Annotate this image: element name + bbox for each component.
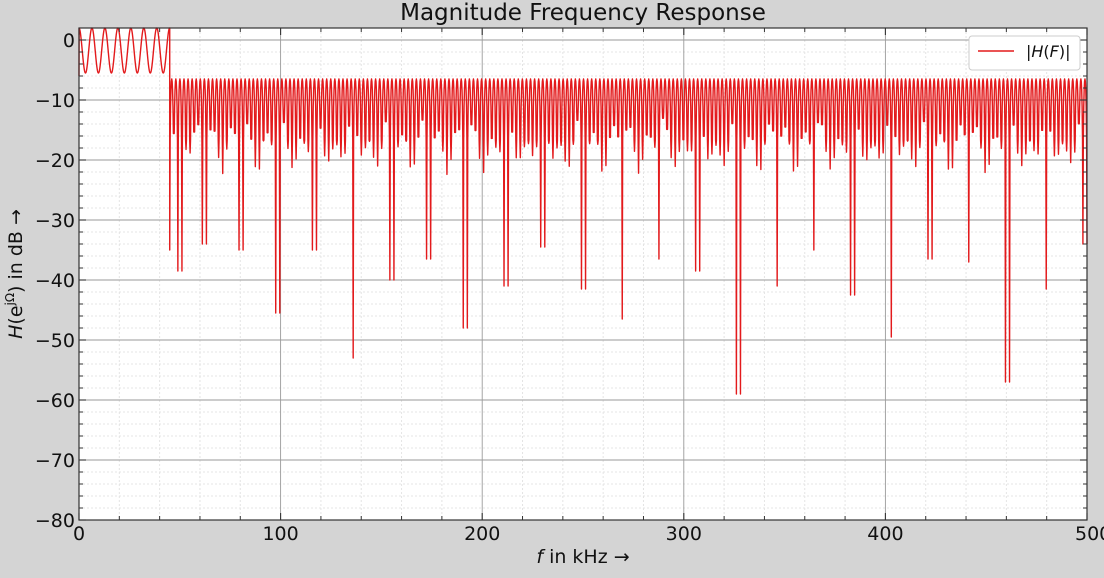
y-axis-superscript: jΩ xyxy=(3,293,17,307)
y-tick-label: −70 xyxy=(35,450,75,472)
x-tick-label: 200 xyxy=(464,523,500,545)
y-axis-label-open: (e xyxy=(5,305,27,324)
x-tick-label: 400 xyxy=(867,523,903,545)
x-axis-variable: f xyxy=(536,546,546,568)
chart-title: Magnitude Frequency Response xyxy=(400,0,766,26)
series-layer xyxy=(78,27,1088,395)
y-tick-label: −80 xyxy=(35,510,75,532)
plot-frame xyxy=(78,27,1088,521)
legend: |H(F)| xyxy=(968,35,1081,71)
y-tick-labels: 0 −10 −20 −30 −40 −50 −60 −70 −80 xyxy=(35,30,75,532)
y-tick-label: 0 xyxy=(63,30,75,52)
legend-close: )| xyxy=(1059,42,1071,61)
y-tick-label: −50 xyxy=(35,330,75,352)
y-tick-label: −10 xyxy=(35,90,75,112)
y-axis-variable: H xyxy=(5,325,27,339)
x-axis-label-text: in kHz → xyxy=(543,546,630,568)
y-tick-label: −40 xyxy=(35,270,75,292)
legend-open: | xyxy=(1026,42,1031,61)
magnitude-response-line xyxy=(78,27,1088,395)
x-tick-label: 100 xyxy=(262,523,298,545)
legend-entry-label: |H(F)| xyxy=(1026,42,1071,61)
x-tick-label: 500 xyxy=(1075,523,1104,545)
minor-grid xyxy=(79,28,1087,520)
legend-variable-2: F xyxy=(1050,42,1060,61)
x-tick-label: 0 xyxy=(73,523,85,545)
y-axis-label-text: ) in dB → xyxy=(5,209,27,293)
legend-box xyxy=(968,35,1081,71)
y-tick-label: −20 xyxy=(35,150,75,172)
x-tick-labels: 0 100 200 300 400 500 xyxy=(73,523,1104,545)
y-tick-label: −30 xyxy=(35,210,75,232)
legend-variable: H xyxy=(1031,42,1043,61)
tick-marks xyxy=(78,28,1088,521)
y-axis-label: H(ejΩ) in dB → xyxy=(3,209,27,339)
y-tick-label: −60 xyxy=(35,390,75,412)
x-axis-label: f in kHz → xyxy=(536,546,629,568)
legend-mid: ( xyxy=(1043,42,1049,61)
x-tick-label: 300 xyxy=(666,523,702,545)
